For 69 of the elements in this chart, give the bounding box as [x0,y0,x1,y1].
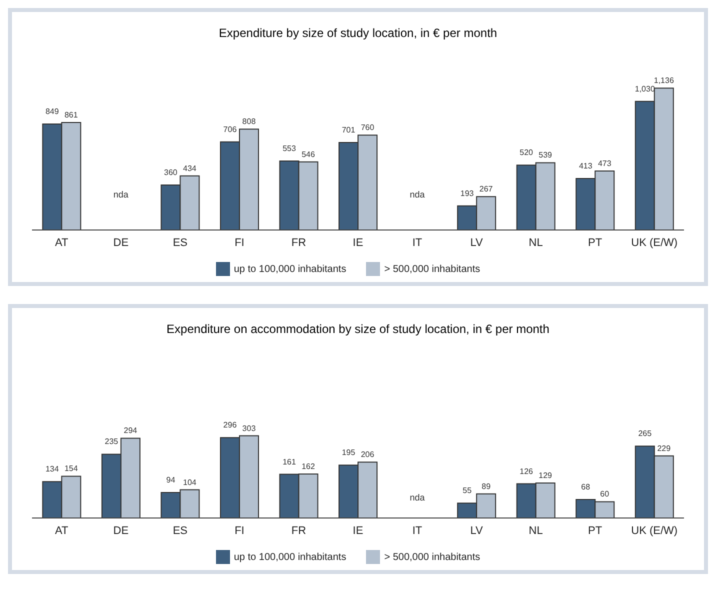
data-label: 267 [479,184,494,194]
x-tick-label: FR [291,524,306,537]
data-label: 89 [482,482,492,491]
data-label: 1,030 [634,84,656,94]
legend-label: > 500,000 inhabitants [384,264,480,275]
x-tick-label: FI [234,524,244,537]
data-label: 520 [520,148,534,158]
data-label: 360 [164,168,178,178]
data-label: 134 [45,464,60,474]
x-tick-label: FI [234,236,244,249]
annotation: nda [410,190,425,200]
x-tick-label: ES [172,236,188,249]
data-label: 849 [45,107,60,116]
data-label: 808 [242,117,256,126]
data-label: 413 [578,161,593,170]
data-label: 760 [360,123,375,132]
legend-label: up to 100,000 inhabitants [234,552,346,563]
chart-title: Expenditure on accommodation by size of study location, in € per month [166,321,550,338]
x-tick-label: NL [528,524,543,537]
data-label: 294 [124,426,138,436]
x-tick-label: DE [113,524,129,537]
x-tick-label: UK (E/W) [631,524,678,537]
data-label: 126 [520,466,534,476]
x-tick-label: IT [412,236,422,249]
data-label: 303 [242,424,256,433]
data-label: 235 [104,437,119,446]
data-label: 546 [302,150,316,159]
legend-label: up to 100,000 inhabitants [234,264,346,275]
data-label: 104 [183,478,197,487]
annotation: nda [113,190,128,200]
x-tick-label: FR [291,236,306,249]
data-label: 553 [282,144,296,153]
data-label: 434 [183,164,197,173]
data-label: 55 [462,486,472,496]
data-label: 706 [223,124,238,134]
data-label: 206 [360,450,375,460]
x-tick-label: DE [113,236,129,249]
data-label: 154 [64,464,78,474]
data-label: 60 [600,490,610,499]
legend-label: > 500,000 inhabitants [384,552,480,563]
x-tick-label: AT [55,524,69,537]
data-label: 94 [166,475,176,484]
data-label: 1,136 [654,76,674,86]
data-label: 193 [460,188,474,198]
x-tick-label: ES [172,524,188,537]
x-tick-label: UK (E/W) [631,236,678,249]
data-label: 265 [638,429,652,438]
data-label: 161 [282,457,296,466]
data-label: 195 [342,448,356,458]
chart-title: Expenditure by size of study location, in € per month [218,25,498,42]
x-tick-label: NL [528,236,543,249]
data-label: 129 [538,470,553,480]
data-label: 861 [64,110,78,120]
x-tick-label: IT [412,524,422,537]
x-tick-label: IE [352,236,364,249]
data-label: 162 [302,462,316,472]
annotation: nda [410,492,425,503]
x-tick-label: IE [352,524,364,537]
x-tick-label: LV [470,236,484,249]
data-label: 296 [223,420,238,430]
x-tick-label: LV [470,524,484,537]
data-label: 473 [598,158,612,168]
data-label: 539 [538,150,553,160]
x-tick-label: PT [588,236,602,249]
data-label: 68 [581,482,591,492]
x-tick-label: AT [55,236,69,249]
data-label: 701 [342,125,356,134]
data-label: 229 [657,444,672,453]
x-tick-label: PT [588,524,602,537]
